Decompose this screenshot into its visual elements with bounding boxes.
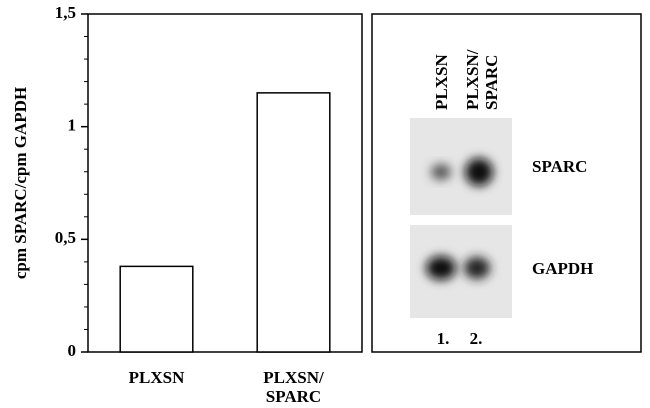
band-label: SPARC: [532, 157, 587, 176]
blot-image: [410, 118, 512, 318]
y-tick-label: 1: [68, 116, 77, 135]
y-tick-label: 0: [68, 341, 77, 360]
band-label: GAPDH: [532, 259, 593, 278]
lane-number: 2.: [470, 329, 483, 348]
y-tick-label: 1,5: [55, 3, 76, 22]
page: cpm SPARC/cpm GAPDH SPARC GAPDH 1. 2. 0 0…: [0, 0, 650, 408]
y-axis-label: cpm SPARC/cpm GAPDH: [11, 87, 30, 279]
lane-number: 1.: [437, 329, 450, 348]
bar: [120, 266, 193, 352]
x-tick-label: PLXSN/ SPARC: [263, 368, 323, 406]
lane-label: PLXSN/ SPARC: [463, 50, 501, 110]
y-tick-label: 0,5: [55, 228, 76, 247]
x-tick-label: PLXSN: [129, 368, 185, 387]
bar: [257, 93, 330, 352]
chart: cpm SPARC/cpm GAPDH SPARC GAPDH 1. 2. 0 0…: [0, 0, 650, 408]
lane-label: PLXSN: [432, 54, 451, 110]
